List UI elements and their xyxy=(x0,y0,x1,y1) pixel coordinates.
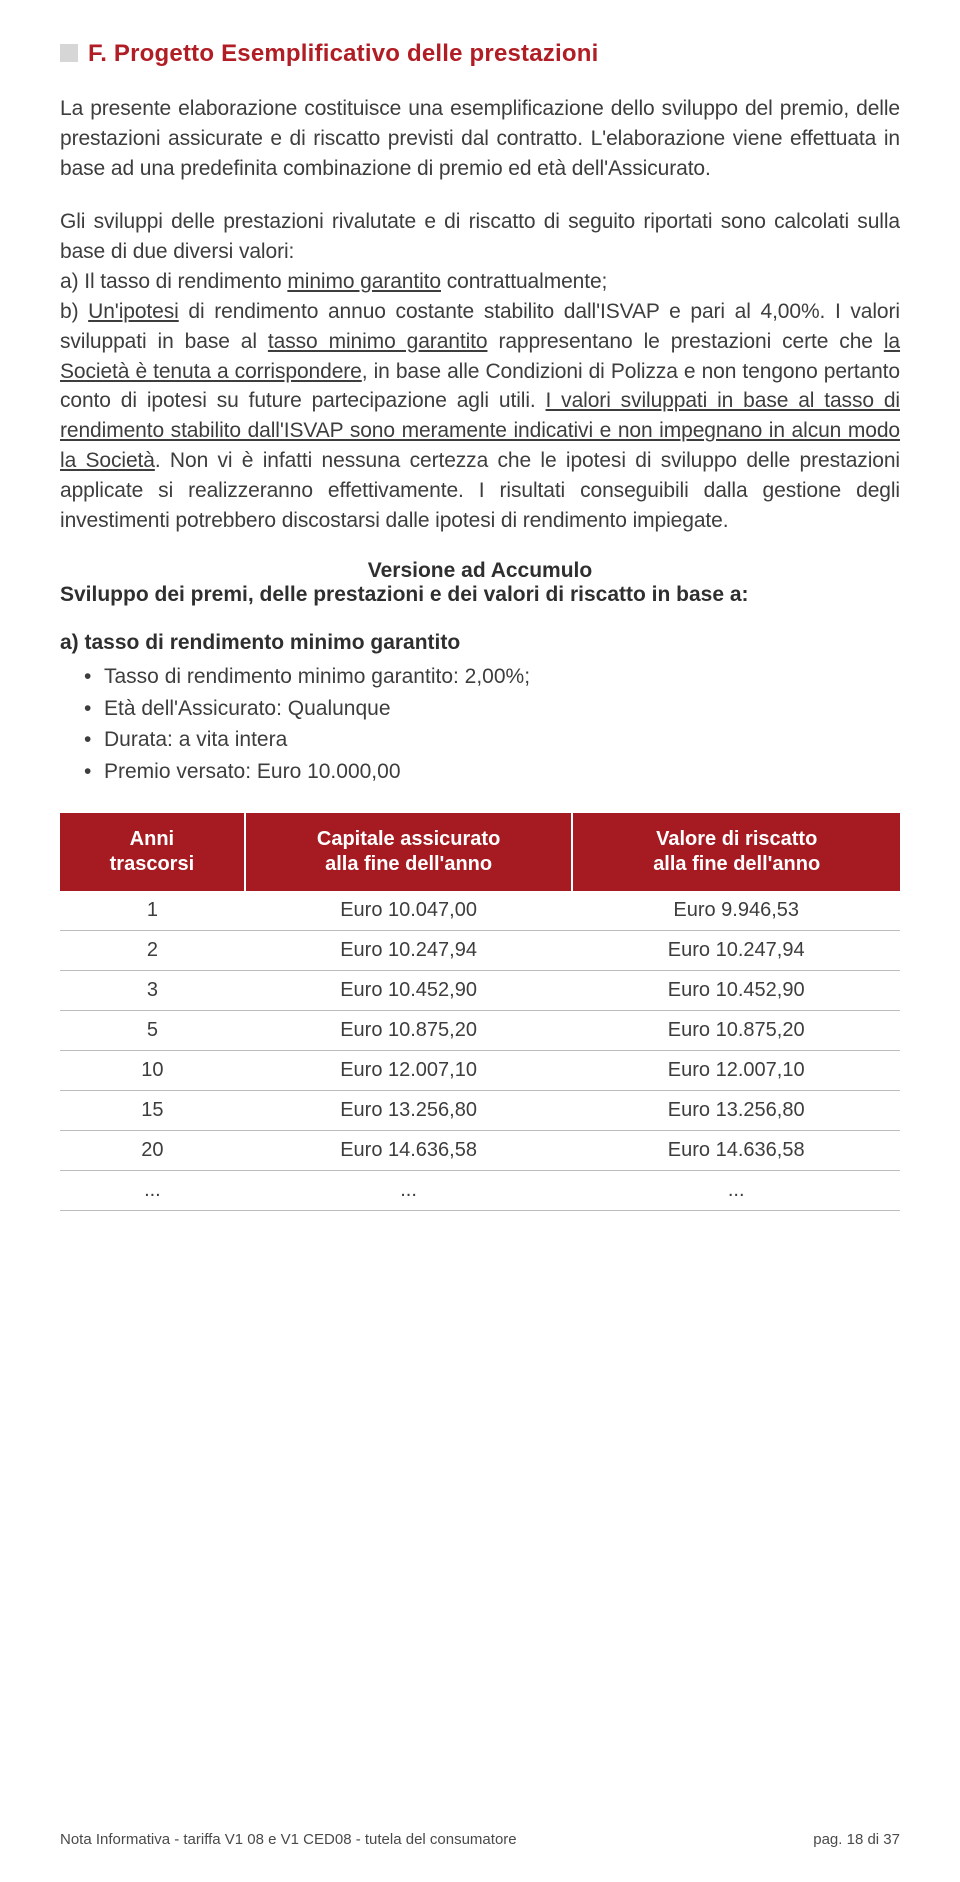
table-row: 1Euro 10.047,00Euro 9.946,53 xyxy=(60,891,900,931)
table-cell: Euro 13.256,80 xyxy=(572,1091,900,1131)
table-cell: 10 xyxy=(60,1051,245,1091)
col-header-text: Capitale assicuratoalla fine dell'anno xyxy=(317,828,500,875)
bullet-item: Tasso di rendimento minimo garantito: 2,… xyxy=(104,661,900,693)
col-header-capital: Capitale assicuratoalla fine dell'anno xyxy=(245,813,573,891)
table-cell: Euro 14.636,58 xyxy=(572,1131,900,1171)
table-row: 20Euro 14.636,58Euro 14.636,58 xyxy=(60,1131,900,1171)
table-cell: Euro 13.256,80 xyxy=(245,1091,573,1131)
p2-b-underline: Un'ipotesi xyxy=(88,300,179,323)
p2-a-post: contrattualmente; xyxy=(441,270,607,293)
p2-s3-mid: rappresentano le prestazioni certe che xyxy=(487,330,883,353)
bullet-item: Premio versato: Euro 10.000,00 xyxy=(104,756,900,788)
table-cell: Euro 10.247,94 xyxy=(572,931,900,971)
table-cell: Euro 10.247,94 xyxy=(245,931,573,971)
table-cell: 3 xyxy=(60,971,245,1011)
table-cell: Euro 12.007,10 xyxy=(572,1051,900,1091)
p2-a-underline: minimo garantito xyxy=(287,270,441,293)
p2-lead: Gli sviluppi delle prestazioni rivalutat… xyxy=(60,210,900,263)
table-row: ......... xyxy=(60,1171,900,1211)
table-row: 15Euro 13.256,80Euro 13.256,80 xyxy=(60,1091,900,1131)
table-cell: ... xyxy=(245,1171,573,1211)
table-row: 2Euro 10.247,94Euro 10.247,94 xyxy=(60,931,900,971)
table-cell: Euro 10.452,90 xyxy=(245,971,573,1011)
table-cell: ... xyxy=(60,1171,245,1211)
table-cell: Euro 10.875,20 xyxy=(245,1011,573,1051)
table-cell: 1 xyxy=(60,891,245,931)
table-cell: Euro 9.946,53 xyxy=(572,891,900,931)
version-title: Versione ad Accumulo xyxy=(60,559,900,583)
page-footer: Nota Informativa - tariffa V1 08 e V1 CE… xyxy=(60,1831,900,1848)
table-body: 1Euro 10.047,00Euro 9.946,532Euro 10.247… xyxy=(60,891,900,1211)
document-page: F. Progetto Esemplificativo delle presta… xyxy=(0,0,960,1882)
footer-left: Nota Informativa - tariffa V1 08 e V1 CE… xyxy=(60,1831,517,1848)
col-header-text: Annitrascorsi xyxy=(110,828,195,875)
square-bullet-icon xyxy=(60,44,78,62)
scenario-a-bullets: Tasso di rendimento minimo garantito: 2,… xyxy=(60,661,900,787)
table-cell: Euro 10.047,00 xyxy=(245,891,573,931)
table-header-row: Annitrascorsi Capitale assicuratoalla fi… xyxy=(60,813,900,891)
paragraph-intro: La presente elaborazione costituisce una… xyxy=(60,94,900,183)
table-cell: 5 xyxy=(60,1011,245,1051)
paragraph-details: Gli sviluppi delle prestazioni rivalutat… xyxy=(60,207,900,535)
bullet-item: Durata: a vita intera xyxy=(104,724,900,756)
values-table: Annitrascorsi Capitale assicuratoalla fi… xyxy=(60,813,900,1211)
table-cell: Euro 10.875,20 xyxy=(572,1011,900,1051)
table-cell: Euro 14.636,58 xyxy=(245,1131,573,1171)
table-cell: Euro 12.007,10 xyxy=(245,1051,573,1091)
table-row: 3Euro 10.452,90Euro 10.452,90 xyxy=(60,971,900,1011)
table-cell: 2 xyxy=(60,931,245,971)
p2-s4-post: . Non vi è infatti nessuna certezza che … xyxy=(60,449,900,532)
p2-b-pre: b) xyxy=(60,300,88,323)
footer-right: pag. 18 di 37 xyxy=(813,1831,900,1848)
bullet-item: Età dell'Assicurato: Qualunque xyxy=(104,693,900,725)
table-cell: Euro 10.452,90 xyxy=(572,971,900,1011)
table-cell: ... xyxy=(572,1171,900,1211)
p2-a-pre: a) Il tasso di rendimento xyxy=(60,270,287,293)
table-cell: 15 xyxy=(60,1091,245,1131)
scenario-a-title: a) tasso di rendimento minimo garantito xyxy=(60,631,900,655)
p2-s3-u1: tasso minimo garantito xyxy=(268,330,488,353)
section-heading: F. Progetto Esemplificativo delle presta… xyxy=(60,40,900,68)
table-cell: 20 xyxy=(60,1131,245,1171)
col-header-riscatto: Valore di riscattoalla fine dell'anno xyxy=(572,813,900,891)
development-title: Sviluppo dei premi, delle prestazioni e … xyxy=(60,583,900,607)
col-header-years: Annitrascorsi xyxy=(60,813,245,891)
section-title: F. Progetto Esemplificativo delle presta… xyxy=(88,40,598,68)
col-header-text: Valore di riscattoalla fine dell'anno xyxy=(653,828,820,875)
table-row: 5Euro 10.875,20Euro 10.875,20 xyxy=(60,1011,900,1051)
table-row: 10Euro 12.007,10Euro 12.007,10 xyxy=(60,1051,900,1091)
p2-b-post: di rendimento annuo costante stabilito d… xyxy=(179,300,826,323)
